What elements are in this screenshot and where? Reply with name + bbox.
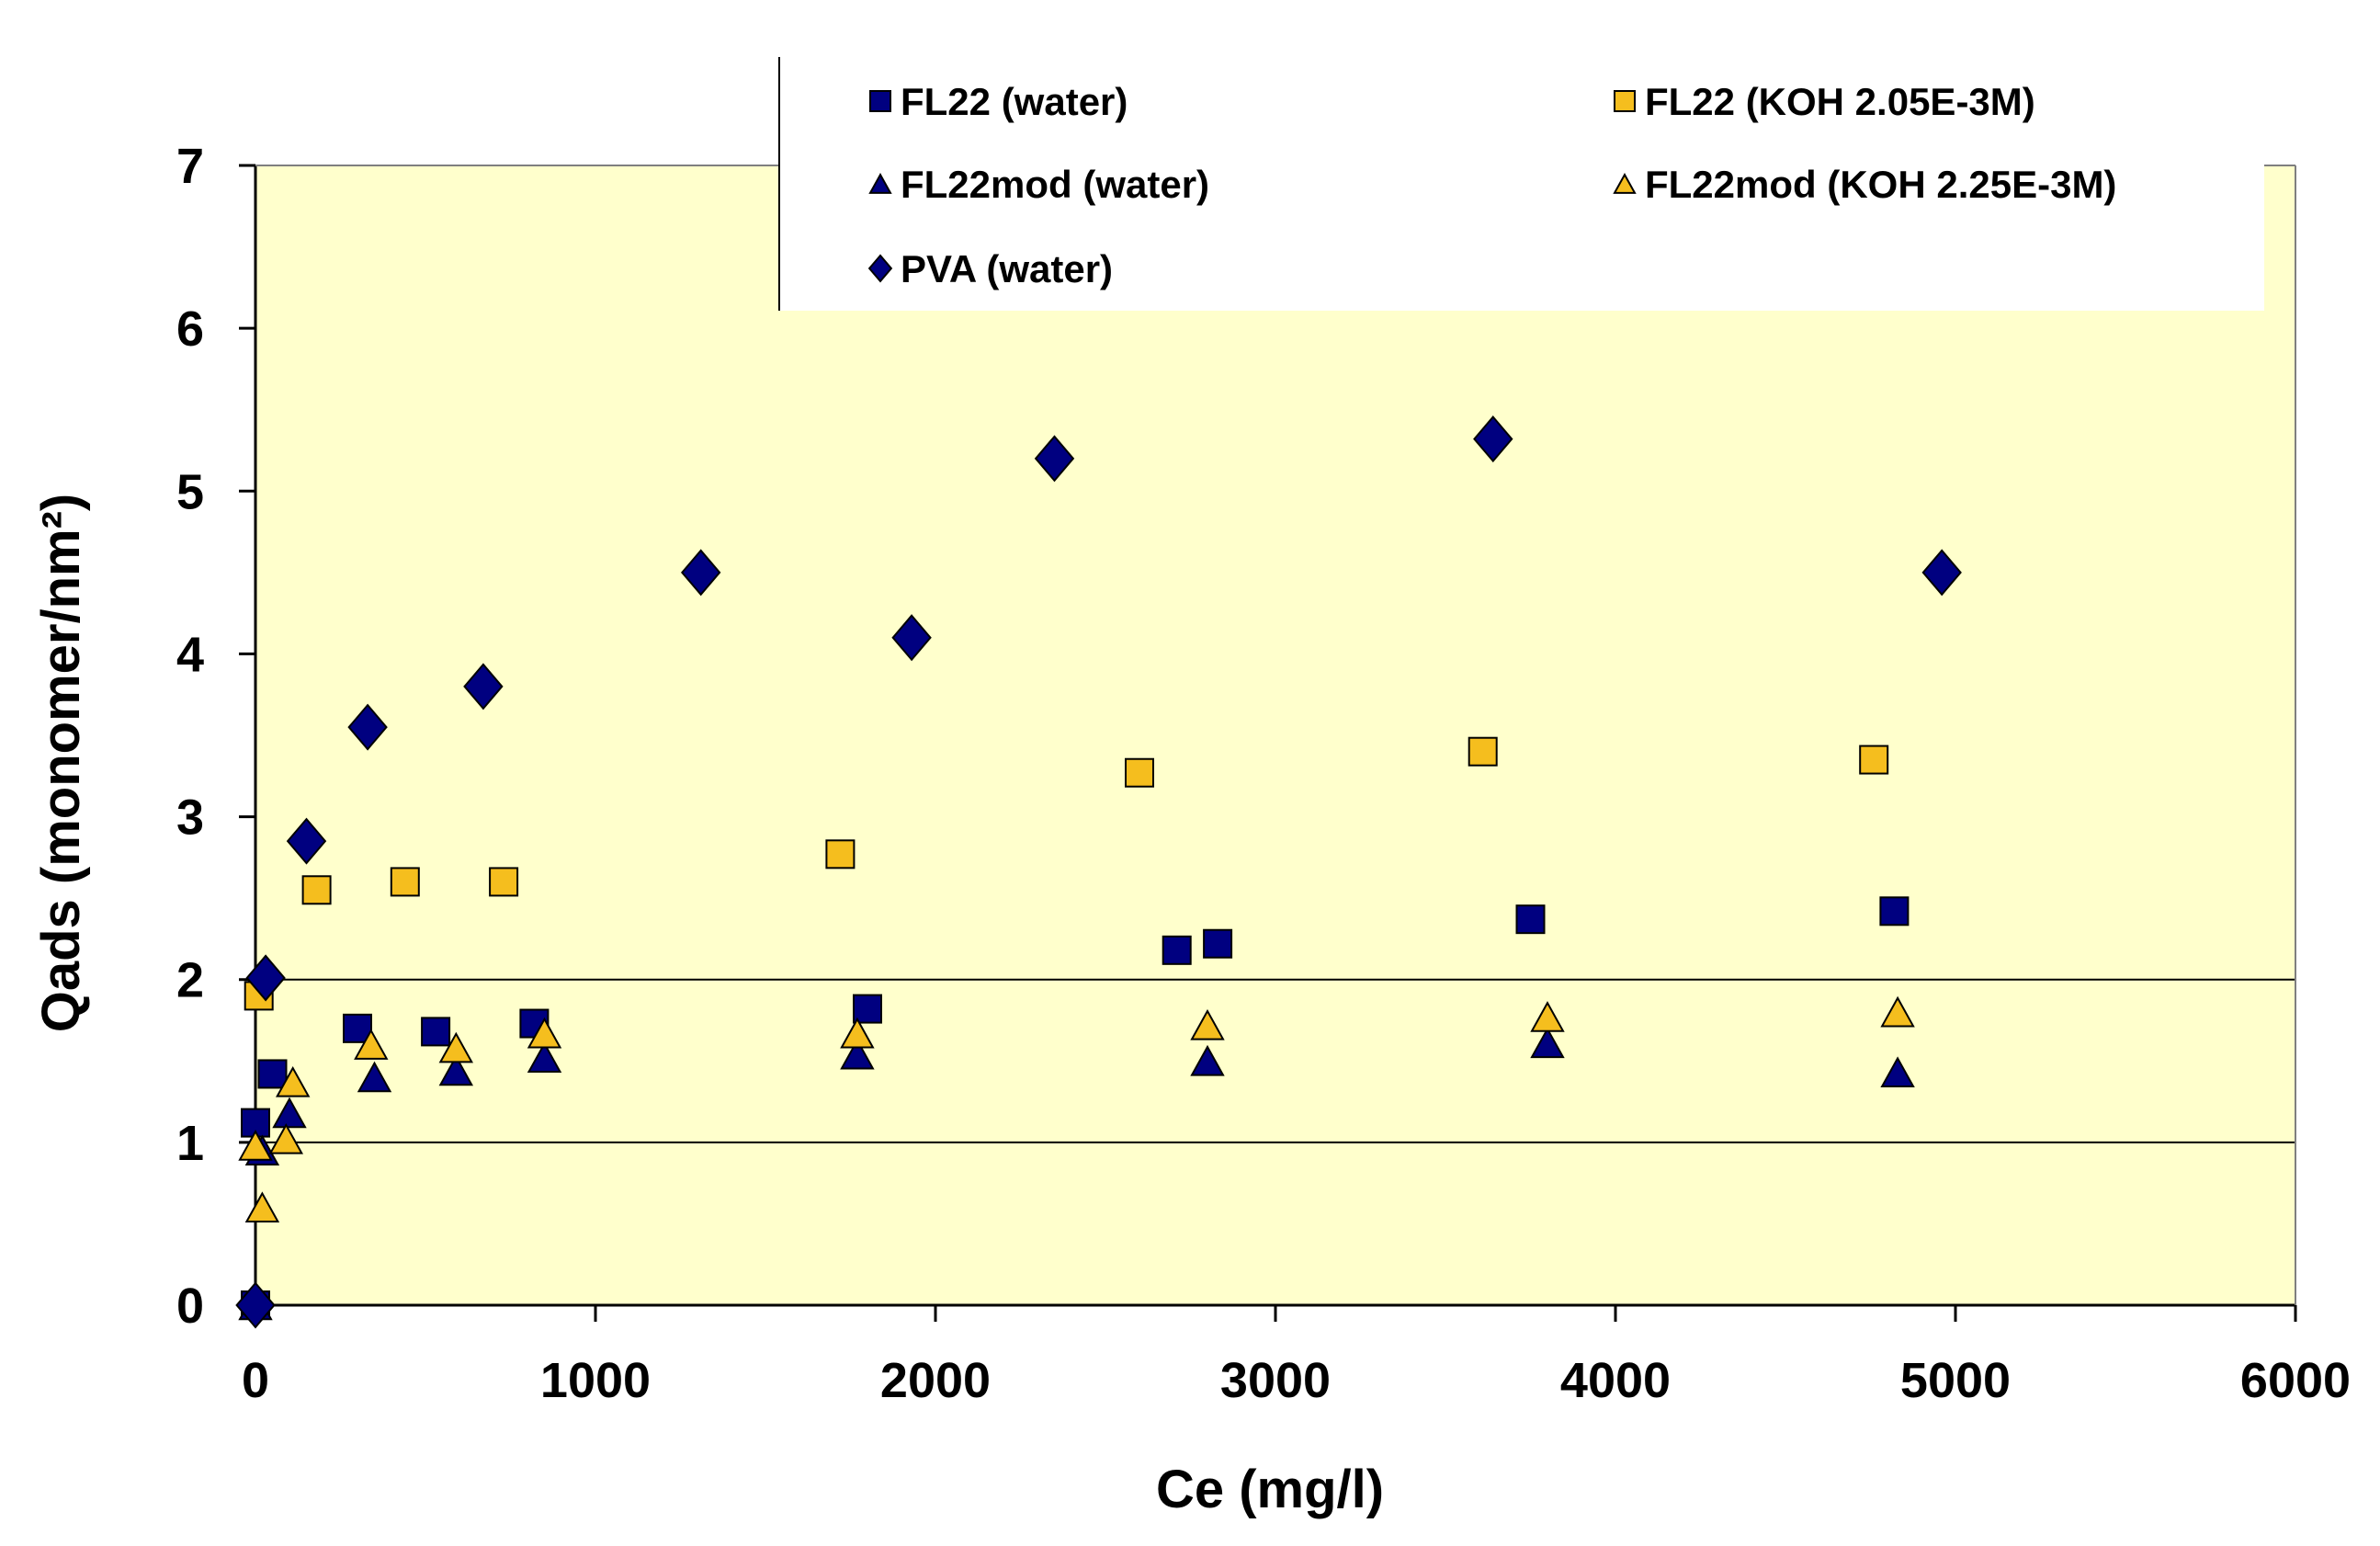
plot-area (255, 165, 2295, 1305)
data-point (390, 867, 420, 897)
data-point (840, 1038, 875, 1070)
data-point (1880, 1056, 1915, 1087)
legend-box (779, 57, 2264, 311)
legend-marker (1613, 173, 1637, 194)
series-4 (235, 415, 1962, 1329)
data-point (421, 1017, 451, 1047)
data-point (1162, 935, 1192, 965)
data-point (343, 1013, 372, 1043)
data-point (1879, 896, 1910, 926)
x-tick-label: 5000 (1900, 1353, 2011, 1408)
data-point (1190, 1008, 1225, 1040)
data-point (489, 867, 519, 897)
data-point (1880, 995, 1915, 1028)
data-point (235, 1281, 276, 1329)
y-axis-title: Qads (monomer/nm²) (31, 494, 91, 1033)
data-point (527, 1041, 562, 1074)
data-point (1859, 745, 1889, 775)
data-point (1468, 736, 1498, 767)
legend-item: FL22 (KOH 2.05E-3M) (1614, 80, 2035, 123)
data-point (1530, 1001, 1565, 1032)
data-point (680, 549, 721, 597)
legend-item: FL22mod (water) (868, 163, 1209, 206)
data-point (1190, 1044, 1225, 1076)
x-tick-labels: 0 1000 2000 3000 4000 5000 6000 (242, 1305, 2351, 1408)
data-point (1034, 435, 1075, 483)
y-tick-label: 6 (176, 301, 204, 357)
legend-marker (868, 173, 892, 194)
data-point (1203, 928, 1233, 959)
data-point (463, 663, 504, 710)
y-tick-label: 7 (176, 139, 204, 194)
data-point (1473, 415, 1513, 463)
legend-item: PVA (water) (867, 247, 1113, 290)
legend-marker (867, 254, 893, 283)
legend-marker (869, 90, 891, 112)
data-point (347, 703, 388, 751)
data-point (853, 994, 882, 1024)
x-tick-label: 2000 (880, 1353, 991, 1408)
y-tick-label: 1 (176, 1116, 204, 1171)
data-point (438, 1031, 473, 1063)
x-tick-label: 6000 (2240, 1353, 2351, 1408)
data-point (244, 1191, 280, 1223)
y-tick-labels: 0 1 2 3 4 5 6 7 (176, 139, 255, 1334)
series-2 (238, 1027, 1915, 1321)
data-point (268, 1122, 303, 1154)
x-tick-label: 3000 (1220, 1353, 1331, 1408)
data-point (438, 1054, 473, 1086)
legend-label: FL22 (KOH 2.05E-3M) (1645, 80, 2035, 123)
x-axis-title: Ce (mg/l) (1156, 1460, 1384, 1519)
data-point (1530, 1027, 1565, 1059)
legend-item: FL22mod (KOH 2.25E-3M) (1613, 163, 2116, 206)
data-point (891, 614, 932, 662)
data-point (527, 1017, 562, 1049)
gridlines (255, 978, 2295, 1143)
x-tick-label: 0 (242, 1353, 269, 1408)
data-point (238, 1130, 273, 1161)
data-point (1125, 757, 1154, 788)
data-point (257, 1059, 288, 1089)
y-tick-label: 5 (176, 464, 204, 519)
y-tick-label: 4 (176, 627, 204, 682)
y-tick-label: 3 (176, 790, 204, 846)
data-point (354, 1029, 389, 1060)
series-3 (238, 995, 1915, 1223)
legend-label: FL22mod (water) (901, 163, 1209, 206)
data-point (1921, 549, 1962, 597)
data-point (286, 817, 327, 865)
data-points (235, 415, 1962, 1329)
legend-label: FL22mod (KOH 2.25E-3M) (1645, 163, 2116, 206)
data-point (301, 875, 332, 905)
x-tick-label: 4000 (1560, 1353, 1671, 1408)
y-tick-label: 0 (176, 1279, 204, 1334)
data-point (245, 954, 286, 1002)
legend-item: FL22 (water) (869, 80, 1128, 123)
data-point (1515, 904, 1546, 935)
data-point (357, 1061, 392, 1093)
legend: FL22 (water) FL22 (KOH 2.05E-3M) FL22mod (… (778, 57, 2264, 311)
data-point (276, 1065, 311, 1097)
data-point (825, 839, 856, 870)
data-point (272, 1097, 307, 1129)
legend-label: PVA (water) (901, 247, 1113, 290)
legend-label: FL22 (water) (901, 80, 1128, 123)
data-point (840, 1017, 875, 1049)
y-tick-label: 2 (176, 953, 204, 1008)
x-tick-label: 1000 (540, 1353, 651, 1408)
legend-marker (1614, 90, 1636, 112)
